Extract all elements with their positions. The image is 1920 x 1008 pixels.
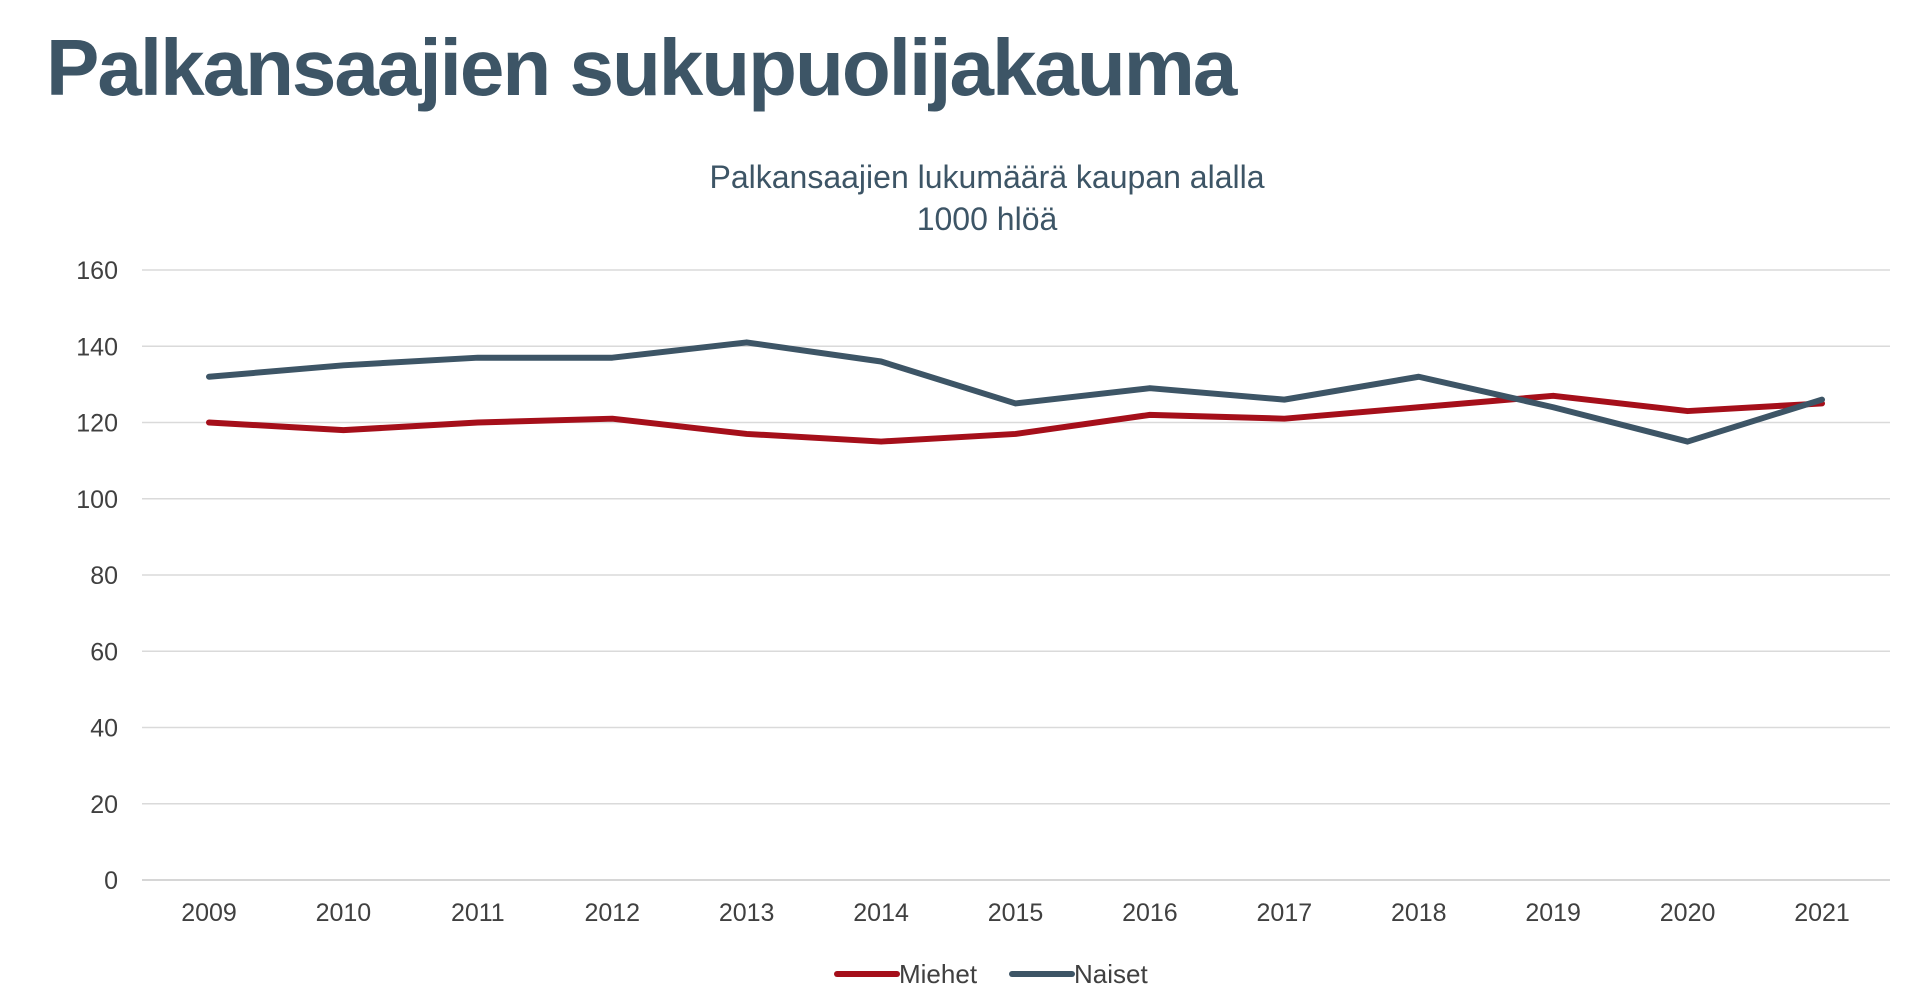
x-tick-label: 2010 <box>316 899 372 927</box>
chart-subtitle: 1000 hlöä <box>917 201 1058 237</box>
y-tick-label: 20 <box>90 791 118 819</box>
x-tick-label: 2017 <box>1257 899 1313 927</box>
x-tick-label: 2019 <box>1525 899 1581 927</box>
y-tick-label: 160 <box>76 257 118 285</box>
legend: Miehet Naiset <box>834 959 1148 989</box>
gridlines <box>142 269 1890 881</box>
y-tick-label: 140 <box>76 333 118 361</box>
series-line-miehet <box>206 392 1825 445</box>
y-tick-label: 60 <box>90 638 118 666</box>
x-tick-label: 2020 <box>1660 899 1716 927</box>
x-axis: 2009 2010 2011 2012 2013 2014 2015 2016 2017 2018… <box>181 899 1850 927</box>
x-tick-label: 2009 <box>181 899 237 927</box>
series-line-naiset <box>206 339 1825 445</box>
x-tick-label: 2014 <box>853 899 909 927</box>
x-tick-label: 2012 <box>584 899 640 927</box>
slide-title: Palkansaajien sukupuolijakauma <box>46 23 1237 112</box>
y-axis: 0 20 40 60 80 100 120 140 160 <box>76 257 118 895</box>
y-tick-label: 80 <box>90 562 118 590</box>
legend-label-naiset: Naiset <box>1074 959 1148 989</box>
y-tick-label: 120 <box>76 410 118 438</box>
y-tick-label: 40 <box>90 715 118 743</box>
plot-area <box>206 339 1825 445</box>
y-tick-label: 0 <box>104 867 118 895</box>
x-tick-label: 2013 <box>719 899 775 927</box>
x-tick-label: 2021 <box>1794 899 1850 927</box>
x-tick-label: 2015 <box>988 899 1044 927</box>
y-tick-label: 100 <box>76 486 118 514</box>
x-tick-label: 2016 <box>1122 899 1178 927</box>
x-tick-label: 2018 <box>1391 899 1447 927</box>
chart-title: Palkansaajien lukumäärä kaupan alalla <box>709 159 1264 195</box>
x-tick-label: 2011 <box>451 899 505 927</box>
legend-label-miehet: Miehet <box>899 959 978 989</box>
